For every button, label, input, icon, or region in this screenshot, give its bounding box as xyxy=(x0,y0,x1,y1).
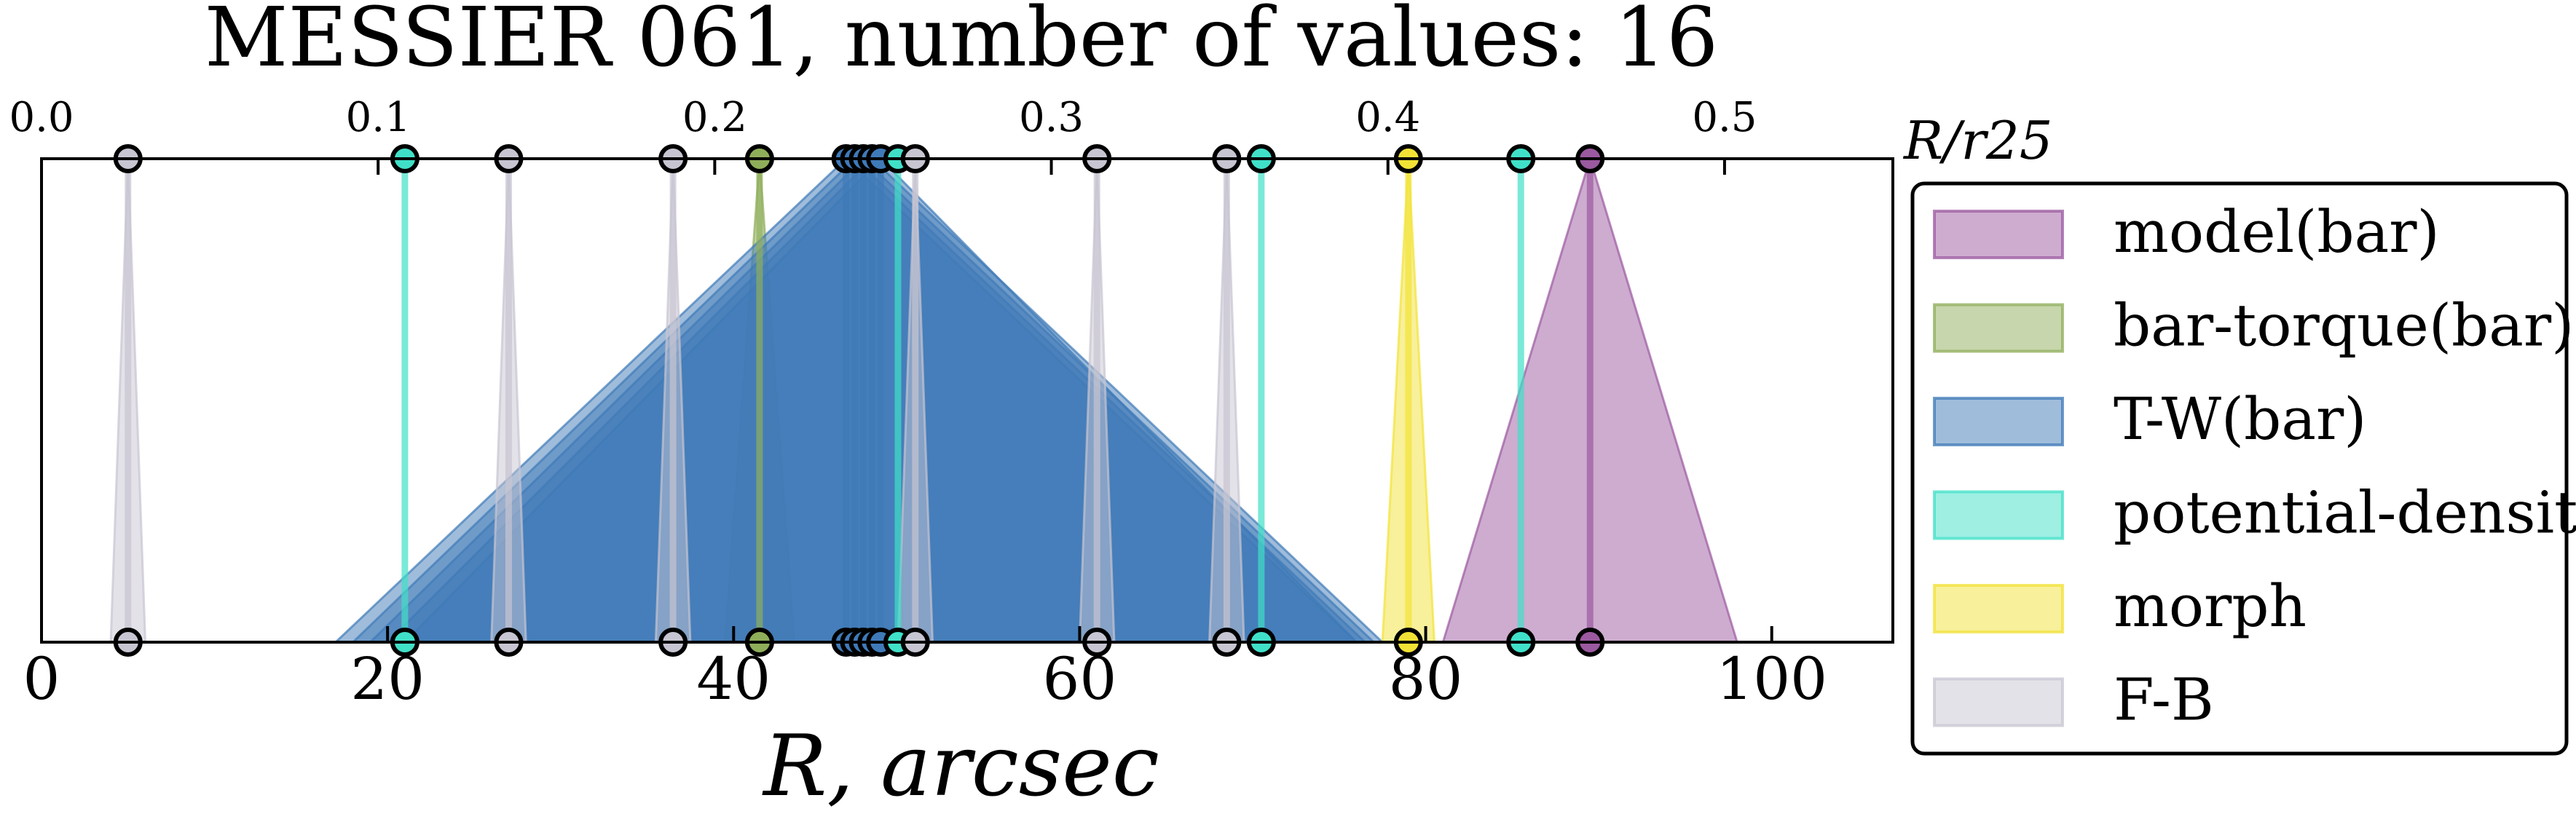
chart-marks xyxy=(109,144,1739,657)
legend-swatch-potential-density xyxy=(1933,490,2064,540)
legend-swatch-bar-torque(bar) xyxy=(1933,303,2064,353)
line-layer xyxy=(125,159,1594,642)
x-tick-label-60: 60 xyxy=(1043,645,1117,713)
x2-tick-label-1: 0.1 xyxy=(346,94,411,141)
x2-tick-label-5: 0.5 xyxy=(1692,94,1757,141)
chart-title: MESSIER 061, number of values: 16 xyxy=(205,0,1719,85)
x-tick-label-40: 40 xyxy=(696,645,771,713)
legend: model(bar) bar-torque(bar) T-W(bar) potenti… xyxy=(1910,181,2576,756)
x2-tick-label-0: 0.0 xyxy=(9,94,74,141)
bottom-axis: 0 20 40 60 80 100 xyxy=(23,626,1827,713)
top-axis-label: R/r25 xyxy=(1902,110,2053,171)
legend-swatch-T-W(bar) xyxy=(1933,397,2064,446)
x2-tick-label-4: 0.4 xyxy=(1355,94,1420,141)
plot-frame xyxy=(40,157,1894,644)
legend-label-F-B: F-B xyxy=(2114,666,2214,734)
legend-label-bar-torque(bar): bar-torque(bar) xyxy=(2114,292,2574,360)
top-axis: 0.0 0.1 0.2 0.3 0.4 0.5 xyxy=(9,94,1757,175)
x2-tick-label-2: 0.2 xyxy=(682,94,747,141)
x-tick-label-0: 0 xyxy=(23,645,60,713)
band-layer xyxy=(109,154,1739,644)
x-tick-label-100: 100 xyxy=(1716,645,1827,713)
legend-swatch-morph xyxy=(1933,584,2064,633)
legend-swatch-F-B xyxy=(1933,677,2064,727)
legend-swatch-model(bar) xyxy=(1933,210,2064,259)
legend-label-T-W(bar): T-W(bar) xyxy=(2114,385,2367,453)
x-tick-label-20: 20 xyxy=(350,645,425,713)
legend-label-model(bar): model(bar) xyxy=(2114,198,2440,266)
x2-tick-label-3: 0.3 xyxy=(1019,94,1084,141)
legend-box xyxy=(1910,181,2569,756)
x-tick-label-80: 80 xyxy=(1389,645,1463,713)
legend-label-potential-density: potential-density xyxy=(2114,479,2576,547)
legend-label-morph: morph xyxy=(2114,572,2307,640)
x-axis-label: R, arcsec xyxy=(762,717,1159,815)
